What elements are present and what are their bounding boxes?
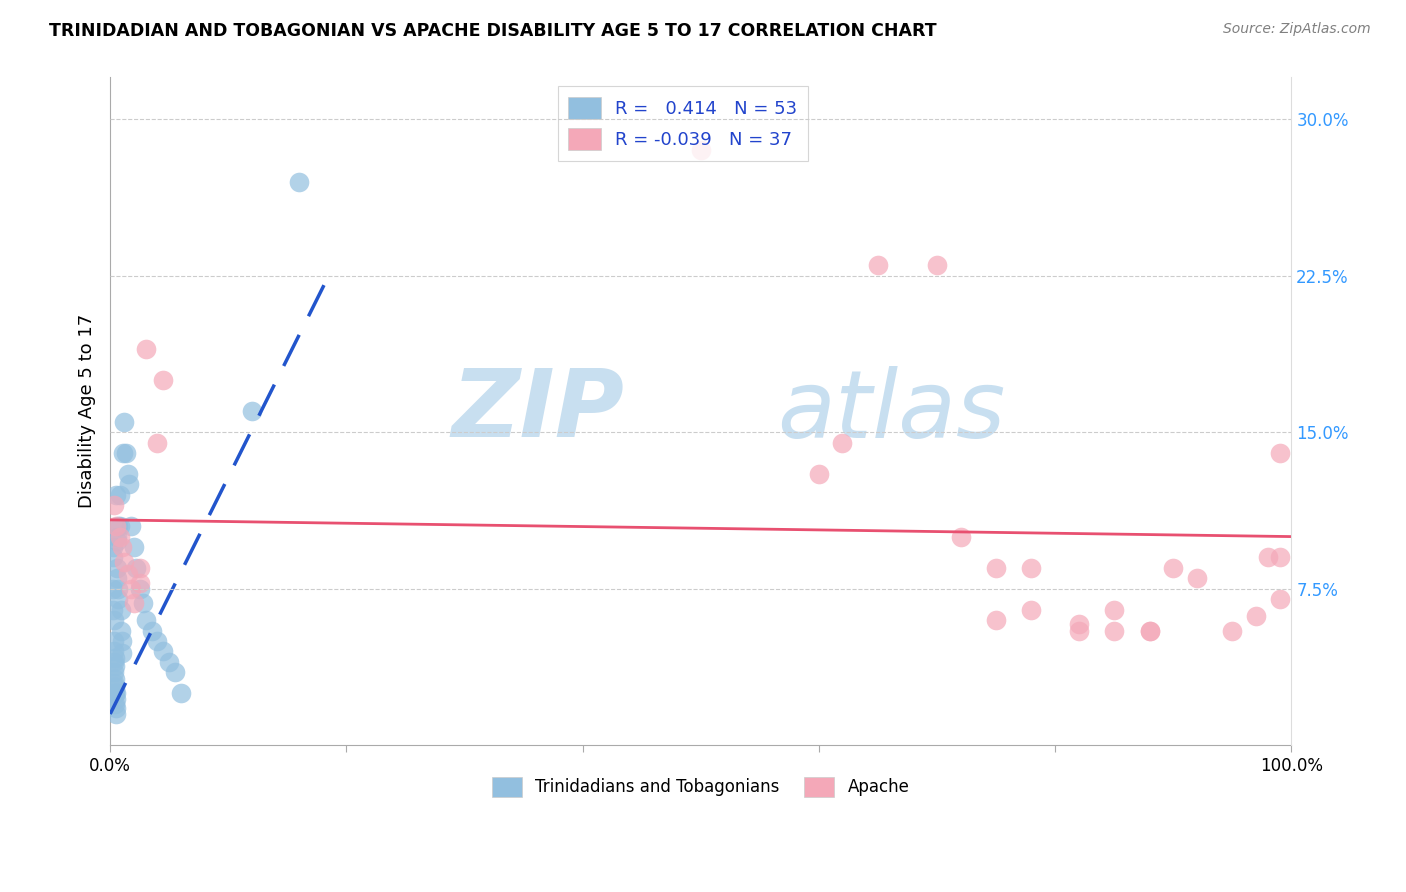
Point: [103, 655, 125, 669]
Point: [112, 555, 135, 569]
Point: [112, 446, 135, 460]
Point: [107, 582, 129, 596]
Point: [1268, 592, 1291, 607]
Point: [117, 467, 139, 481]
Point: [135, 342, 157, 356]
Point: [170, 686, 193, 700]
Point: [105, 530, 128, 544]
Point: [105, 519, 128, 533]
Point: [101, 550, 124, 565]
Point: [105, 686, 128, 700]
Point: [146, 435, 169, 450]
Point: [120, 519, 142, 533]
Point: [984, 613, 1007, 627]
Point: [105, 571, 128, 585]
Point: [103, 644, 125, 658]
Point: [152, 373, 174, 387]
Point: [141, 624, 163, 638]
Point: [103, 634, 125, 648]
Point: [689, 144, 711, 158]
Point: [103, 665, 125, 680]
Point: [108, 530, 131, 544]
Y-axis label: Disability Age 5 to 17: Disability Age 5 to 17: [79, 314, 96, 508]
Point: [152, 644, 174, 658]
Point: [125, 561, 148, 575]
Point: [114, 446, 136, 460]
Point: [104, 686, 127, 700]
Point: [1257, 550, 1279, 565]
Point: [105, 561, 128, 575]
Point: [107, 519, 129, 533]
Point: [288, 175, 311, 189]
Point: [157, 655, 180, 669]
Point: [949, 530, 972, 544]
Point: [104, 659, 127, 673]
Point: [101, 540, 124, 554]
Point: [105, 706, 128, 721]
Point: [103, 613, 125, 627]
Point: [118, 477, 141, 491]
Point: [1185, 571, 1208, 585]
Point: [108, 519, 131, 533]
Text: TRINIDADIAN AND TOBAGONIAN VS APACHE DISABILITY AGE 5 TO 17 CORRELATION CHART: TRINIDADIAN AND TOBAGONIAN VS APACHE DIS…: [49, 22, 936, 40]
Point: [103, 675, 125, 690]
Point: [135, 613, 157, 627]
Point: [104, 680, 127, 694]
Point: [110, 624, 132, 638]
Point: [108, 488, 131, 502]
Point: [107, 592, 129, 607]
Point: [1244, 608, 1267, 623]
Point: [105, 700, 128, 714]
Point: [111, 647, 134, 661]
Point: [807, 467, 830, 481]
Point: [122, 540, 145, 554]
Point: [1220, 624, 1243, 638]
Point: [128, 575, 150, 590]
Point: [104, 697, 127, 711]
Point: [104, 650, 127, 665]
Legend: Trinidadians and Tobagonians, Apache: Trinidadians and Tobagonians, Apache: [485, 770, 917, 804]
Point: [105, 533, 128, 548]
Point: [105, 692, 128, 706]
Point: [1021, 602, 1043, 616]
Point: [240, 404, 263, 418]
Point: [146, 634, 169, 648]
Point: [128, 561, 150, 575]
Point: [104, 672, 127, 686]
Point: [120, 582, 142, 596]
Text: ZIP: ZIP: [451, 366, 624, 458]
Point: [101, 582, 124, 596]
Point: [111, 634, 134, 648]
Point: [1161, 561, 1184, 575]
Point: [165, 665, 187, 680]
Point: [117, 567, 139, 582]
Point: [132, 596, 155, 610]
Point: [128, 582, 150, 596]
Point: [866, 258, 889, 272]
Point: [110, 602, 132, 616]
Text: Source: ZipAtlas.com: Source: ZipAtlas.com: [1223, 22, 1371, 37]
Point: [122, 596, 145, 610]
Point: [1067, 624, 1090, 638]
Point: [1139, 624, 1161, 638]
Point: [112, 415, 135, 429]
Point: [1021, 561, 1043, 575]
Point: [103, 498, 125, 512]
Point: [1139, 624, 1161, 638]
Point: [1067, 617, 1090, 632]
Text: atlas: atlas: [778, 366, 1005, 457]
Point: [101, 602, 124, 616]
Point: [1268, 550, 1291, 565]
Point: [831, 435, 853, 450]
Point: [111, 540, 134, 554]
Point: [1268, 446, 1291, 460]
Point: [1102, 624, 1125, 638]
Point: [925, 258, 948, 272]
Point: [105, 488, 128, 502]
Point: [1102, 602, 1125, 616]
Point: [984, 561, 1007, 575]
